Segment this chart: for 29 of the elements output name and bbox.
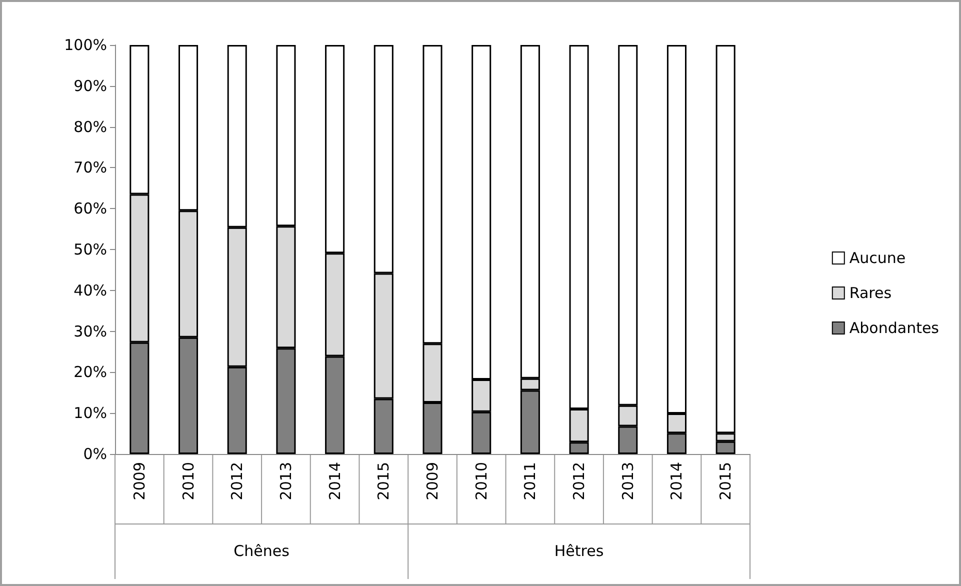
x-tick-label: 2012 bbox=[570, 462, 588, 500]
x-tick-label: 2015 bbox=[374, 462, 393, 500]
y-tick-label: 50% bbox=[74, 240, 107, 258]
x-tick-label: 2010 bbox=[179, 462, 198, 500]
legend-label: Abondantes bbox=[849, 319, 940, 337]
text: Hêtres bbox=[554, 542, 604, 560]
x-tick-label: 2014 bbox=[668, 462, 686, 500]
legend-label: Aucune bbox=[849, 249, 906, 267]
y-tick-label: 30% bbox=[74, 322, 107, 340]
x-tick-label: 2013 bbox=[276, 462, 295, 500]
y-tick-label: 0% bbox=[83, 445, 107, 463]
y-tick-label: 40% bbox=[74, 281, 107, 300]
y-tick-label: 10% bbox=[74, 404, 107, 422]
x-tick-label: 2009 bbox=[424, 462, 442, 500]
y-tick-label: 80% bbox=[74, 118, 107, 136]
y-tick-label: 70% bbox=[74, 158, 107, 177]
x-tick-label: 2012 bbox=[228, 462, 246, 500]
text: Chênes bbox=[234, 542, 290, 560]
x-tick-label: 2014 bbox=[326, 462, 344, 500]
legend-label: Rares bbox=[849, 284, 892, 302]
x-tick-label: 2010 bbox=[472, 462, 490, 500]
x-tick-label: 2011 bbox=[521, 462, 540, 500]
y-tick-label: 20% bbox=[74, 363, 107, 382]
x-tick-label: 2009 bbox=[130, 462, 148, 500]
x-tick-label: 2013 bbox=[618, 462, 637, 500]
x-tick-label: 2015 bbox=[716, 462, 735, 500]
y-tick-label: 90% bbox=[74, 76, 107, 95]
y-tick-label: 100% bbox=[64, 36, 107, 54]
y-tick-label: 60% bbox=[74, 200, 107, 218]
